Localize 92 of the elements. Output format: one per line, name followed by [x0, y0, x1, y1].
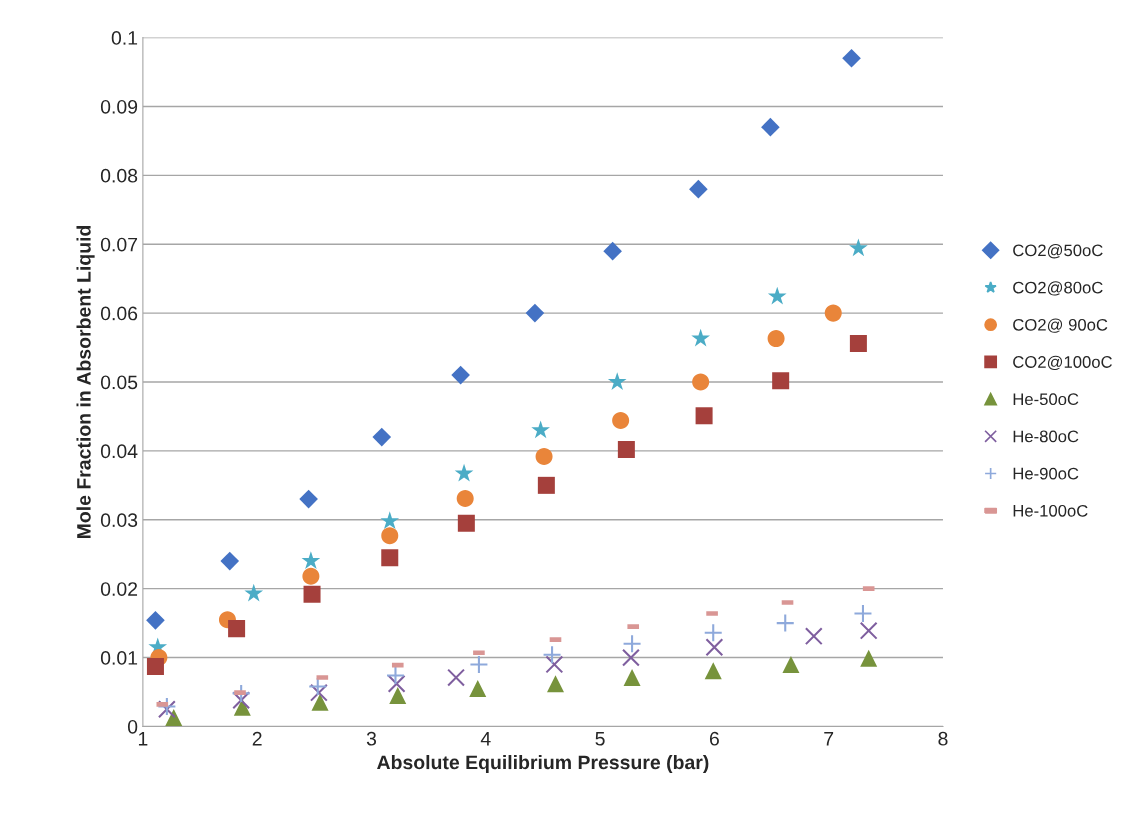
- point: [457, 514, 475, 532]
- point: [612, 412, 630, 430]
- x-tick-label: 3: [366, 731, 377, 746]
- point: [165, 708, 183, 726]
- point: [695, 407, 713, 425]
- point: [545, 655, 564, 674]
- point: [232, 691, 251, 710]
- point: [389, 686, 407, 704]
- point: [623, 669, 641, 687]
- point: [603, 241, 622, 261]
- x-tick-label: 7: [824, 732, 834, 746]
- point: [546, 675, 564, 693]
- y-tick-label: 0.07: [100, 237, 138, 252]
- point: [804, 627, 823, 646]
- legend-label: CO2@80oC: [1013, 281, 1103, 296]
- point: [381, 549, 399, 567]
- point: [703, 623, 723, 643]
- point: [469, 654, 489, 674]
- point: [451, 365, 470, 385]
- point: [220, 551, 240, 571]
- point: [535, 447, 553, 465]
- point: [387, 674, 406, 693]
- y-tick-label: 0.03: [100, 513, 138, 528]
- y-tick-label: 0.1: [111, 31, 138, 45]
- point: [691, 328, 710, 347]
- x-tick-label: 5: [595, 732, 605, 746]
- point: [231, 683, 251, 703]
- point: [775, 613, 795, 633]
- point: [824, 304, 842, 322]
- x-tick-label: 1: [138, 732, 148, 746]
- point: [705, 638, 724, 657]
- point: [849, 334, 867, 352]
- point: [692, 373, 710, 391]
- point: [302, 567, 320, 585]
- legend-label: CO2@ 90oC: [1013, 318, 1108, 333]
- point: [860, 649, 878, 667]
- point: [454, 463, 474, 482]
- point: [303, 585, 321, 603]
- point: [146, 611, 165, 630]
- y-tick-label: 0.09: [100, 99, 138, 114]
- y-tick-label: 0: [127, 719, 138, 734]
- point: [689, 179, 708, 199]
- point: [309, 683, 328, 702]
- point: [859, 621, 878, 640]
- point: [447, 668, 466, 687]
- point: [621, 648, 640, 667]
- y-tick-label: 0.08: [100, 168, 138, 183]
- point: [853, 603, 873, 624]
- point: [761, 117, 780, 137]
- y-tick-label: 0.01: [100, 651, 138, 665]
- point: [311, 693, 329, 711]
- y-tick-label: 0.06: [100, 306, 138, 321]
- point: [456, 489, 474, 507]
- point: [380, 511, 400, 530]
- point: [228, 620, 246, 638]
- legend-label: He-100oC: [1013, 504, 1088, 517]
- point: [607, 372, 627, 390]
- point: [617, 441, 635, 459]
- x-tick-label: 6: [709, 731, 719, 746]
- point: [842, 48, 861, 68]
- y-axis-title: Mole Fraction in Absorbent Liquid: [76, 225, 95, 539]
- point: [372, 427, 392, 447]
- x-tick-label: 4: [480, 732, 491, 746]
- point: [622, 634, 642, 654]
- point: [385, 665, 406, 686]
- legend-label: He-80oC: [1013, 430, 1079, 443]
- legend-label: He-50oC: [1013, 393, 1079, 406]
- point: [767, 286, 787, 305]
- point: [146, 658, 164, 676]
- point: [782, 655, 800, 673]
- point: [301, 551, 321, 570]
- point: [704, 662, 722, 680]
- point: [244, 583, 264, 602]
- point: [525, 303, 545, 323]
- point: [849, 238, 868, 257]
- point: [772, 372, 790, 390]
- legend-label: He-90oC: [1013, 467, 1079, 480]
- legend-label: CO2@100oC: [1013, 355, 1112, 371]
- point: [381, 527, 399, 545]
- y-tick-label: 0.02: [100, 582, 138, 596]
- point: [767, 330, 785, 348]
- point: [531, 420, 550, 439]
- point: [537, 476, 555, 494]
- point: [299, 489, 318, 509]
- y-tick-label: 0.05: [100, 375, 138, 390]
- x-tick-label: 8: [938, 731, 948, 746]
- legend-label: CO2@50oC: [1013, 244, 1103, 259]
- x-axis-title: Absolute Equilibrium Pressure (bar): [377, 754, 709, 774]
- x-tick-label: 2: [252, 731, 262, 746]
- point: [542, 645, 562, 665]
- y-tick-label: 0.04: [100, 444, 138, 459]
- point: [469, 680, 487, 698]
